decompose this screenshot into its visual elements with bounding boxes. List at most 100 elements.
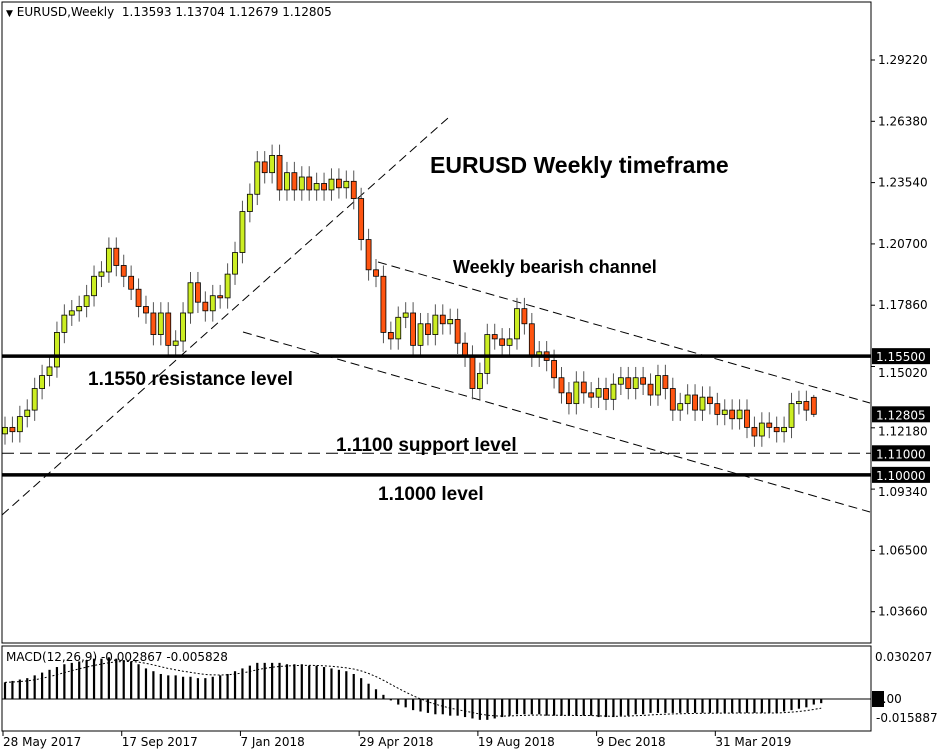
candle: [432, 304, 439, 346]
candle-body: [120, 265, 127, 277]
candle: [135, 278, 142, 318]
price-label-box: [872, 466, 930, 483]
y-tick-label: 1.23540: [878, 176, 928, 190]
candle: [365, 228, 372, 281]
y-tick-label: 1.12180: [878, 424, 928, 438]
price-label-box: [872, 348, 930, 365]
candle-body: [365, 239, 372, 271]
candle-body: [699, 396, 706, 411]
candle: [187, 271, 194, 324]
candle-body: [24, 409, 31, 417]
candle-body: [91, 275, 97, 297]
candle: [558, 366, 565, 404]
triangle-down-icon[interactable]: ▼: [6, 9, 13, 19]
candle-body: [335, 178, 342, 189]
candle: [617, 366, 624, 395]
candle-body: [751, 426, 758, 437]
candle: [669, 377, 676, 421]
candle-body: [558, 377, 565, 394]
candle: [306, 166, 313, 201]
candle-body: [617, 377, 624, 385]
candle: [113, 237, 120, 277]
candle: [647, 373, 654, 406]
candle-body: [343, 180, 350, 189]
candle-body: [269, 155, 276, 174]
candle: [566, 382, 572, 415]
candle-body: [143, 306, 149, 314]
candle-body: [9, 426, 16, 433]
candle: [655, 364, 661, 406]
price-label-box: [872, 445, 930, 462]
candle-body: [632, 377, 639, 389]
candle: [758, 412, 765, 447]
candle-body: [588, 392, 595, 398]
candle-body: [447, 319, 454, 325]
candle-body: [224, 273, 231, 299]
candle: [766, 412, 773, 439]
candle-body: [662, 375, 669, 389]
candle: [640, 366, 647, 395]
candle-body: [39, 375, 45, 389]
candle: [439, 304, 446, 335]
y-tick-label: 1.06500: [878, 543, 928, 557]
y-tick-label: 1.09340: [878, 485, 928, 499]
candle: [172, 330, 179, 357]
candle-body: [284, 172, 290, 191]
candle-body: [254, 161, 261, 195]
candle-body: [744, 409, 750, 428]
candle: [573, 371, 580, 415]
candle-body: [484, 334, 491, 374]
candle-body: [580, 381, 587, 394]
price-label: 1.10000: [876, 469, 926, 483]
x-tick-label: 17 Sep 2017: [122, 735, 198, 749]
candle-body: [232, 252, 238, 275]
candle: [454, 308, 461, 354]
candle: [76, 295, 83, 322]
candle-body: [195, 282, 201, 303]
candle-body: [321, 183, 327, 191]
candle-body: [83, 295, 90, 307]
y-tick-label: 1.26380: [878, 114, 928, 128]
chart-title-annotation: EURUSD Weekly timeframe: [430, 152, 729, 178]
candle: [707, 386, 713, 415]
candle-body: [380, 275, 387, 333]
candle: [224, 263, 231, 309]
candle: [521, 297, 528, 335]
candle: [528, 312, 535, 367]
candle-body: [625, 377, 632, 389]
candle-body: [766, 422, 773, 428]
candle-body: [217, 295, 224, 299]
level-1000-annotation: 1.1000 level: [378, 484, 484, 505]
current-price-box: [872, 406, 930, 423]
candle-body: [410, 312, 417, 346]
candle-body: [358, 198, 365, 240]
candle: [46, 356, 53, 387]
candle: [195, 271, 201, 313]
candle-body: [328, 178, 335, 191]
candle: [9, 416, 16, 443]
candle-body: [209, 295, 216, 312]
candle: [536, 341, 543, 367]
macd-signal-line: [4, 661, 822, 717]
candle-body: [239, 211, 246, 253]
candle-body: [462, 342, 468, 357]
symbol-timeframe: EURUSD,Weekly: [16, 5, 115, 19]
candle: [254, 151, 261, 206]
macd-label: MACD(12,26,9) -0.002867 -0.005828: [6, 650, 228, 664]
candle-body: [781, 426, 787, 433]
candle-body: [469, 355, 476, 389]
candle: [506, 328, 513, 357]
candle: [335, 168, 342, 199]
candle: [68, 300, 75, 326]
candle-body: [692, 394, 698, 411]
candle: [751, 416, 758, 447]
candle: [410, 302, 417, 357]
candle: [514, 297, 520, 350]
channel-upper-line: [377, 261, 871, 404]
candle-body: [655, 375, 661, 396]
candle-body: [31, 388, 38, 411]
candle-body: [150, 312, 157, 335]
candle: [595, 377, 602, 408]
candle-body: [439, 314, 446, 325]
